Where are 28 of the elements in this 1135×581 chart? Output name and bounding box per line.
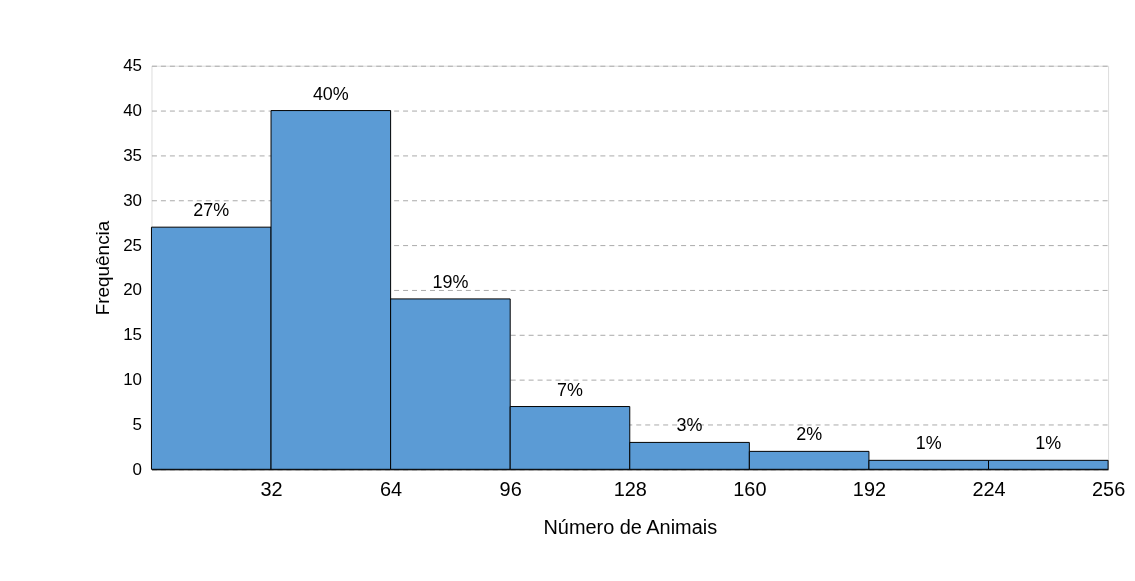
y-tick-label: 5: [132, 414, 142, 434]
y-tick-label: 45: [123, 56, 142, 76]
y-tick-label: 0: [132, 459, 142, 479]
data-label: 2%: [796, 424, 823, 445]
x-tick-label: 128: [613, 477, 647, 500]
x-tick-label: 32: [260, 477, 283, 500]
y-tick-label: 35: [123, 145, 142, 165]
data-label: 40%: [312, 83, 349, 104]
data-label: 1%: [1035, 433, 1062, 454]
data-label: 7%: [557, 379, 584, 400]
x-tick-label: 96: [499, 477, 522, 500]
data-label: 1%: [915, 433, 942, 454]
x-tick-label: 64: [380, 477, 403, 500]
data-label: 19%: [432, 271, 469, 292]
y-axis-title: Frequência: [92, 220, 114, 316]
x-tick-label: 224: [972, 477, 1006, 500]
data-label: 3%: [676, 415, 703, 436]
y-tick-label: 25: [123, 235, 142, 255]
x-axis-title: Número de Animais: [543, 515, 718, 538]
x-tick-label: 256: [1091, 477, 1126, 500]
y-tick-label: 20: [123, 280, 142, 300]
y-tick-label: 15: [123, 325, 142, 345]
y-tick-label: 40: [123, 101, 142, 121]
data-label: 27%: [193, 200, 230, 221]
y-tick-label: 30: [123, 190, 142, 210]
x-tick-label: 160: [733, 477, 767, 500]
x-tick-label: 192: [852, 477, 887, 500]
y-tick-label: 10: [123, 370, 142, 390]
